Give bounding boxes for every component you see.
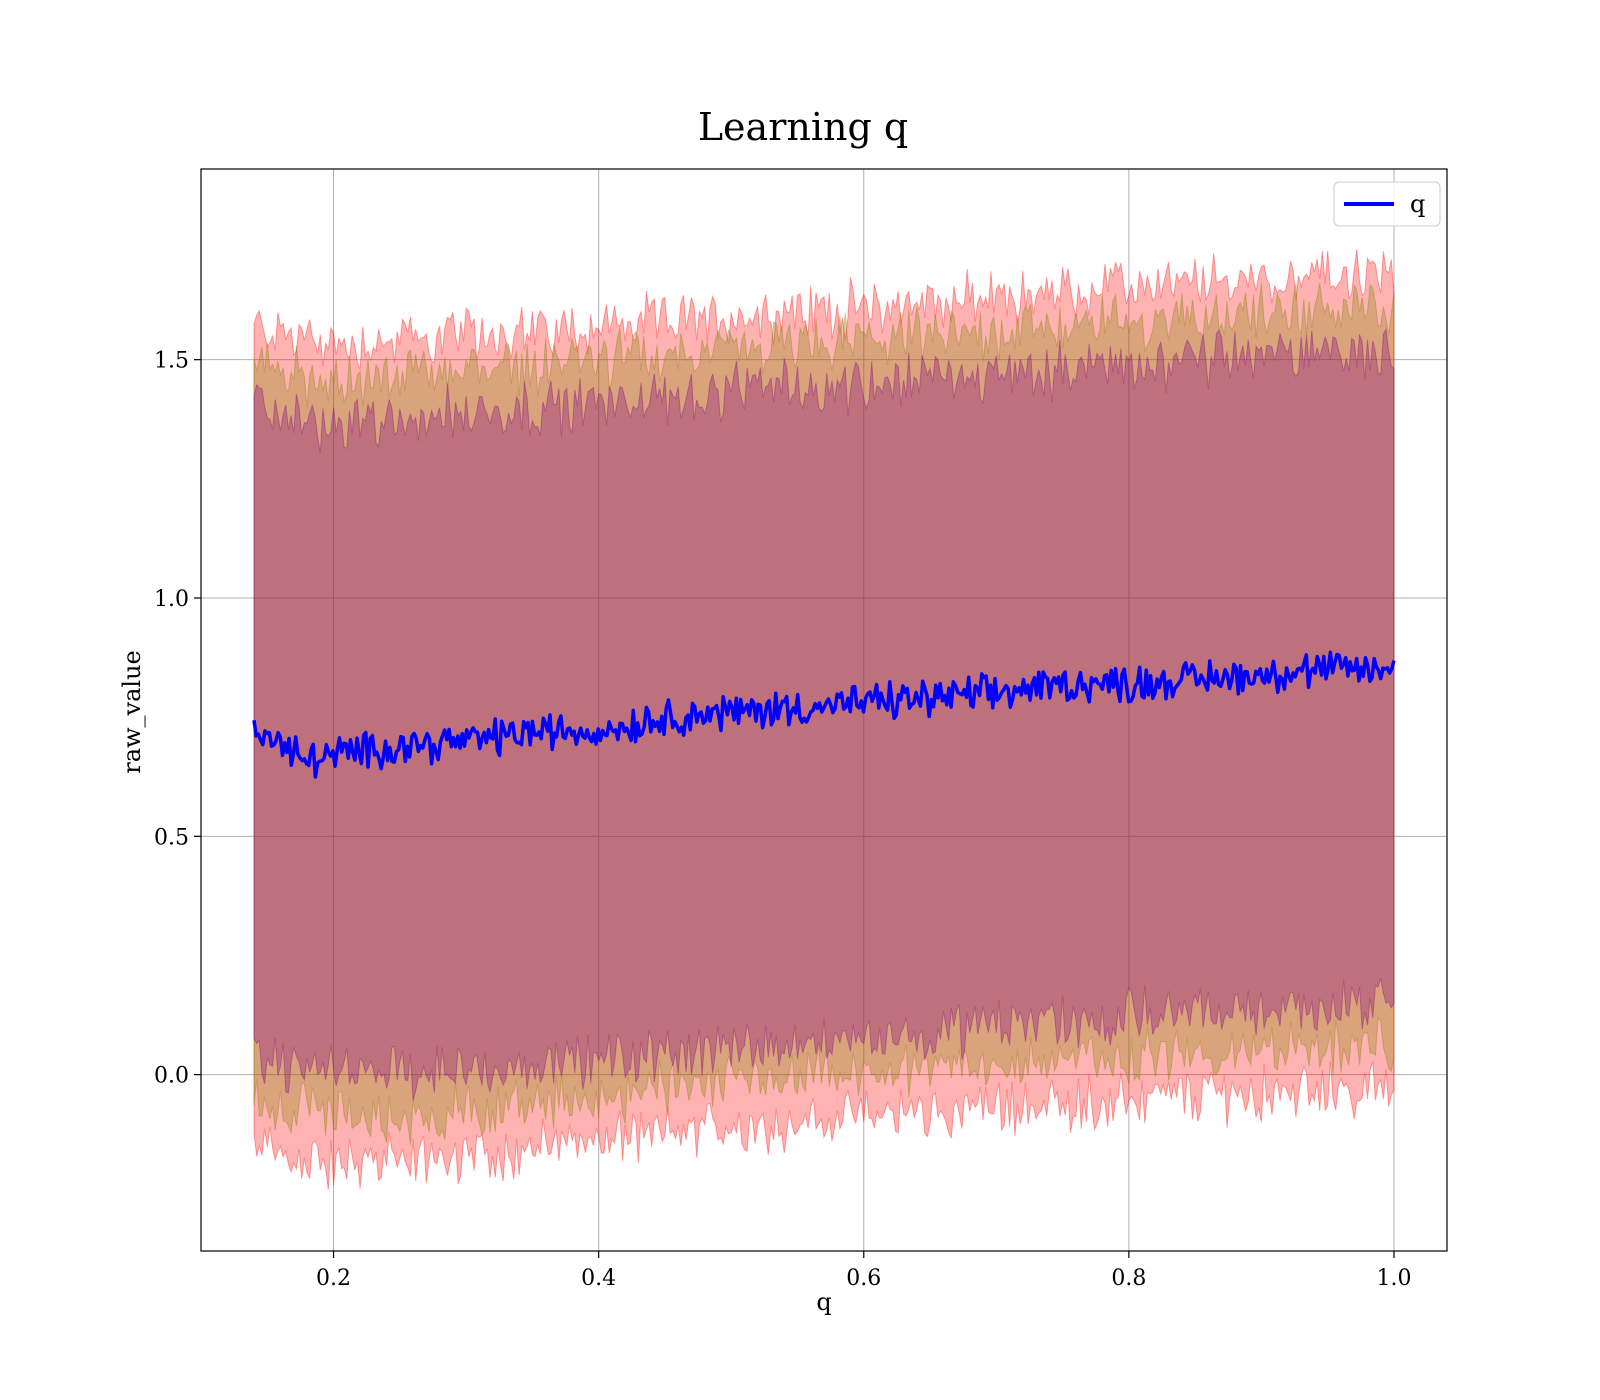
y-tick-label: 1.0 [154,587,189,612]
plot-frame [200,168,1448,1252]
x-tick-label: 0.2 [316,1266,351,1291]
y-tick-label: 0.5 [154,825,189,850]
x-tick-label: 0.8 [1111,1266,1146,1291]
series-line-q [252,650,1396,779]
x-tick-label: 0.6 [846,1266,881,1291]
band-1 [253,249,1395,1190]
x-tick-label: 1.0 [1376,1266,1411,1291]
x-tick-label: 0.4 [581,1266,616,1291]
y-axis-label: raw_value [118,650,146,774]
plot-area: 0.2 0.4 0.6 0.8 1.0 0.0 0.5 1.0 1.5 q [154,168,1448,1291]
chart-title: Learning q [698,105,908,149]
legend-label-q: q [1410,190,1425,218]
band-2 [253,282,1395,1145]
x-axis-label: q [816,1288,831,1316]
y-tick-label: 1.5 [154,349,189,374]
band-3 [253,327,1395,1102]
y-tick-label: 0.0 [154,1064,189,1089]
